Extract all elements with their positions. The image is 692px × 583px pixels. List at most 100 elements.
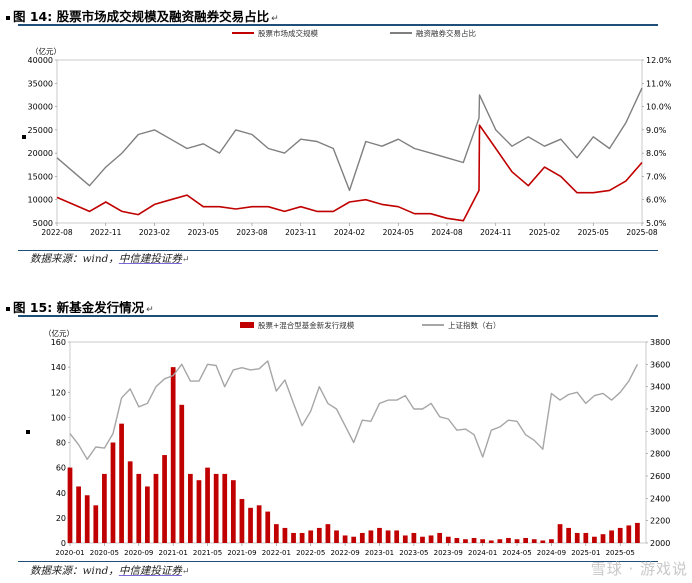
bar	[514, 539, 520, 543]
bar	[170, 367, 176, 543]
y-tick-label: 15000	[28, 172, 53, 181]
legend-label: 股票+混合型基金新发行规模	[258, 320, 355, 330]
x-tick-label: 2025-05	[578, 228, 610, 237]
bar	[334, 530, 339, 543]
series-line	[69, 360, 639, 461]
legend-label: 股票市场成交规模	[258, 28, 318, 38]
x-tick-label: 2021-01	[159, 549, 188, 557]
bar	[428, 535, 434, 543]
bar	[325, 524, 331, 543]
bar	[454, 537, 460, 543]
source-link[interactable]: 中信建投证券	[118, 565, 182, 577]
y2-tick-label: 10.0%	[646, 103, 672, 112]
y-tick-label: 20000	[28, 149, 53, 158]
x-tick-label: 2024-08	[431, 228, 463, 237]
y-tick-label: 5000	[33, 219, 53, 228]
x-tick-label: 2024-05	[383, 228, 415, 237]
bar	[480, 539, 486, 543]
bar	[377, 527, 382, 543]
y-tick-label: 80	[56, 439, 66, 448]
bar	[342, 535, 348, 543]
y-tick-label: 160	[51, 338, 66, 347]
bar	[566, 527, 571, 543]
y2-tick-label: 2200	[650, 517, 670, 526]
bar	[230, 480, 236, 543]
x-tick-label: 2020-09	[124, 549, 153, 557]
y-tick-label: 35000	[28, 79, 53, 88]
bar	[557, 524, 563, 543]
bar	[368, 530, 374, 543]
bar	[488, 540, 494, 543]
bar	[265, 511, 271, 543]
x-tick-label: 2024-02	[334, 228, 366, 237]
bar	[119, 423, 124, 543]
x-tick-label: 2022-09	[330, 549, 359, 557]
y-unit-label: （亿元）	[31, 46, 61, 56]
y-tick-label: 100	[51, 413, 66, 422]
bar	[437, 532, 443, 543]
figure-15-caption: 图 15: 新基金发行情况 ↵	[6, 297, 154, 316]
figure-15-top-rule	[18, 315, 658, 317]
x-tick-label: 2025-01	[571, 549, 600, 557]
legend-label: 融资融券交易占比	[416, 28, 476, 38]
bar	[626, 525, 632, 543]
y2-tick-label: 7.0%	[646, 172, 667, 181]
bar	[273, 524, 279, 543]
bar	[523, 537, 529, 543]
x-tick-label: 2025-05	[606, 549, 635, 557]
x-tick-label: 2023-08	[236, 228, 268, 237]
paragraph-mark-icon: ↵	[146, 305, 154, 315]
bar	[145, 486, 150, 543]
bar	[239, 499, 245, 543]
bar	[162, 455, 167, 543]
bar	[136, 473, 142, 543]
bar	[248, 507, 253, 543]
y2-tick-label: 5.0%	[646, 219, 667, 228]
bar	[583, 532, 589, 543]
y2-tick-label: 11.0%	[646, 79, 672, 88]
x-tick-label: 2020-05	[90, 549, 119, 557]
paragraph-mark-icon: ↵	[271, 14, 279, 24]
y-tick-label: 20	[56, 514, 66, 523]
bar	[463, 539, 468, 543]
chart-15-svg: 160 140 120 100 80 60 40 20 0 3800 3600 3400 3200 300…	[44, 320, 670, 557]
bar	[93, 505, 99, 543]
bar	[84, 495, 90, 543]
source-link[interactable]: 中信建投证券	[118, 253, 182, 265]
bar	[291, 532, 296, 543]
bar	[549, 539, 554, 543]
bar	[308, 530, 314, 543]
y2-tick-label: 3000	[650, 427, 670, 436]
bar	[205, 467, 210, 543]
chart-14-svg: 40000 35000 30000 25000 20000 15000 10000 5000 1…	[28, 28, 672, 237]
x-tick-label: 2024-05	[502, 549, 531, 557]
bar	[127, 461, 133, 543]
x-tick-label: 2021-09	[227, 549, 256, 557]
bar	[213, 473, 219, 543]
y-unit-label: （亿元）	[44, 328, 74, 338]
bar	[497, 539, 503, 543]
bar	[179, 404, 185, 543]
y2-tick-label: 2600	[650, 472, 670, 481]
y2-tick-label: 3200	[650, 405, 670, 414]
bar	[394, 530, 400, 543]
bar	[76, 486, 81, 543]
bar	[359, 532, 365, 543]
figure-14-bottom-rule	[18, 250, 658, 251]
bar	[617, 527, 623, 543]
series-line	[56, 124, 643, 222]
x-tick-label: 2025-08	[626, 228, 658, 237]
y2-tick-label: 8.0%	[646, 149, 667, 158]
y-tick-label: 40000	[28, 56, 53, 65]
y-tick-label: 0	[61, 539, 66, 548]
side-bullet-icon	[22, 135, 26, 139]
bar	[402, 535, 408, 543]
y2-tick-label: 3800	[650, 338, 670, 347]
figure-14-source: 数据来源：wind，中信建投证券↵	[30, 253, 190, 265]
bar	[531, 539, 537, 543]
bar	[445, 536, 451, 543]
bar	[411, 532, 417, 543]
x-tick-label: 2021-05	[193, 549, 222, 557]
y-tick-label: 30000	[28, 103, 53, 112]
y-tick-label: 40	[56, 489, 66, 498]
